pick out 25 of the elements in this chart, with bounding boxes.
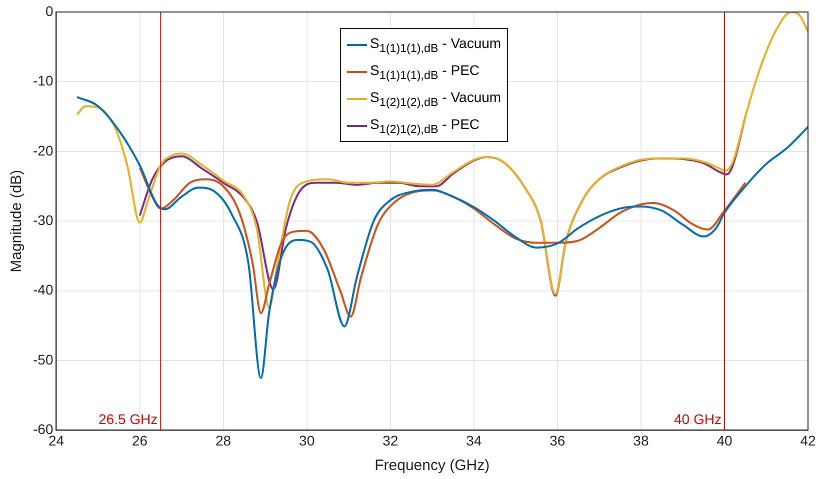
y-tick-label: -10 [33,72,54,89]
legend-label: S$_{1(1)1(1),dB}$ - Vacuum [370,34,502,54]
x-tick-label: 40 [716,432,732,448]
line-series [138,166,746,318]
ref-line-label: 40 GHz [674,411,722,428]
x-tick-label: 42 [800,432,816,448]
y-tick-label: -50 [33,351,54,368]
legend-label: S$_{1(2)1(2),dB}$ - Vacuum [370,88,502,108]
y-tick-label: -30 [33,212,54,228]
y-tick-label: -20 [33,142,54,158]
x-tick-label: 32 [382,432,398,448]
x-tick-label: 26 [132,432,148,448]
legend-label: S$_{1(1)1(1),dB}$ - PEC [370,62,480,82]
y-tick-label: 0 [45,2,54,19]
x-tick-label: 34 [466,432,482,448]
ref-line-label: 26.5 GHz [98,411,158,428]
x-tick-label: 28 [216,432,232,448]
x-tick-label: 36 [550,432,566,448]
line-series [76,12,808,309]
x-tick-label: 30 [299,432,315,448]
legend-label: S$_{1(2)1(2),dB}$ - PEC [370,116,480,136]
x-axis-title: Frequency (GHz) [374,457,490,474]
x-tick-label: 38 [633,432,649,448]
y-tick-label: -40 [33,282,54,298]
y-axis-title: Magnitude (dB) [8,170,26,272]
